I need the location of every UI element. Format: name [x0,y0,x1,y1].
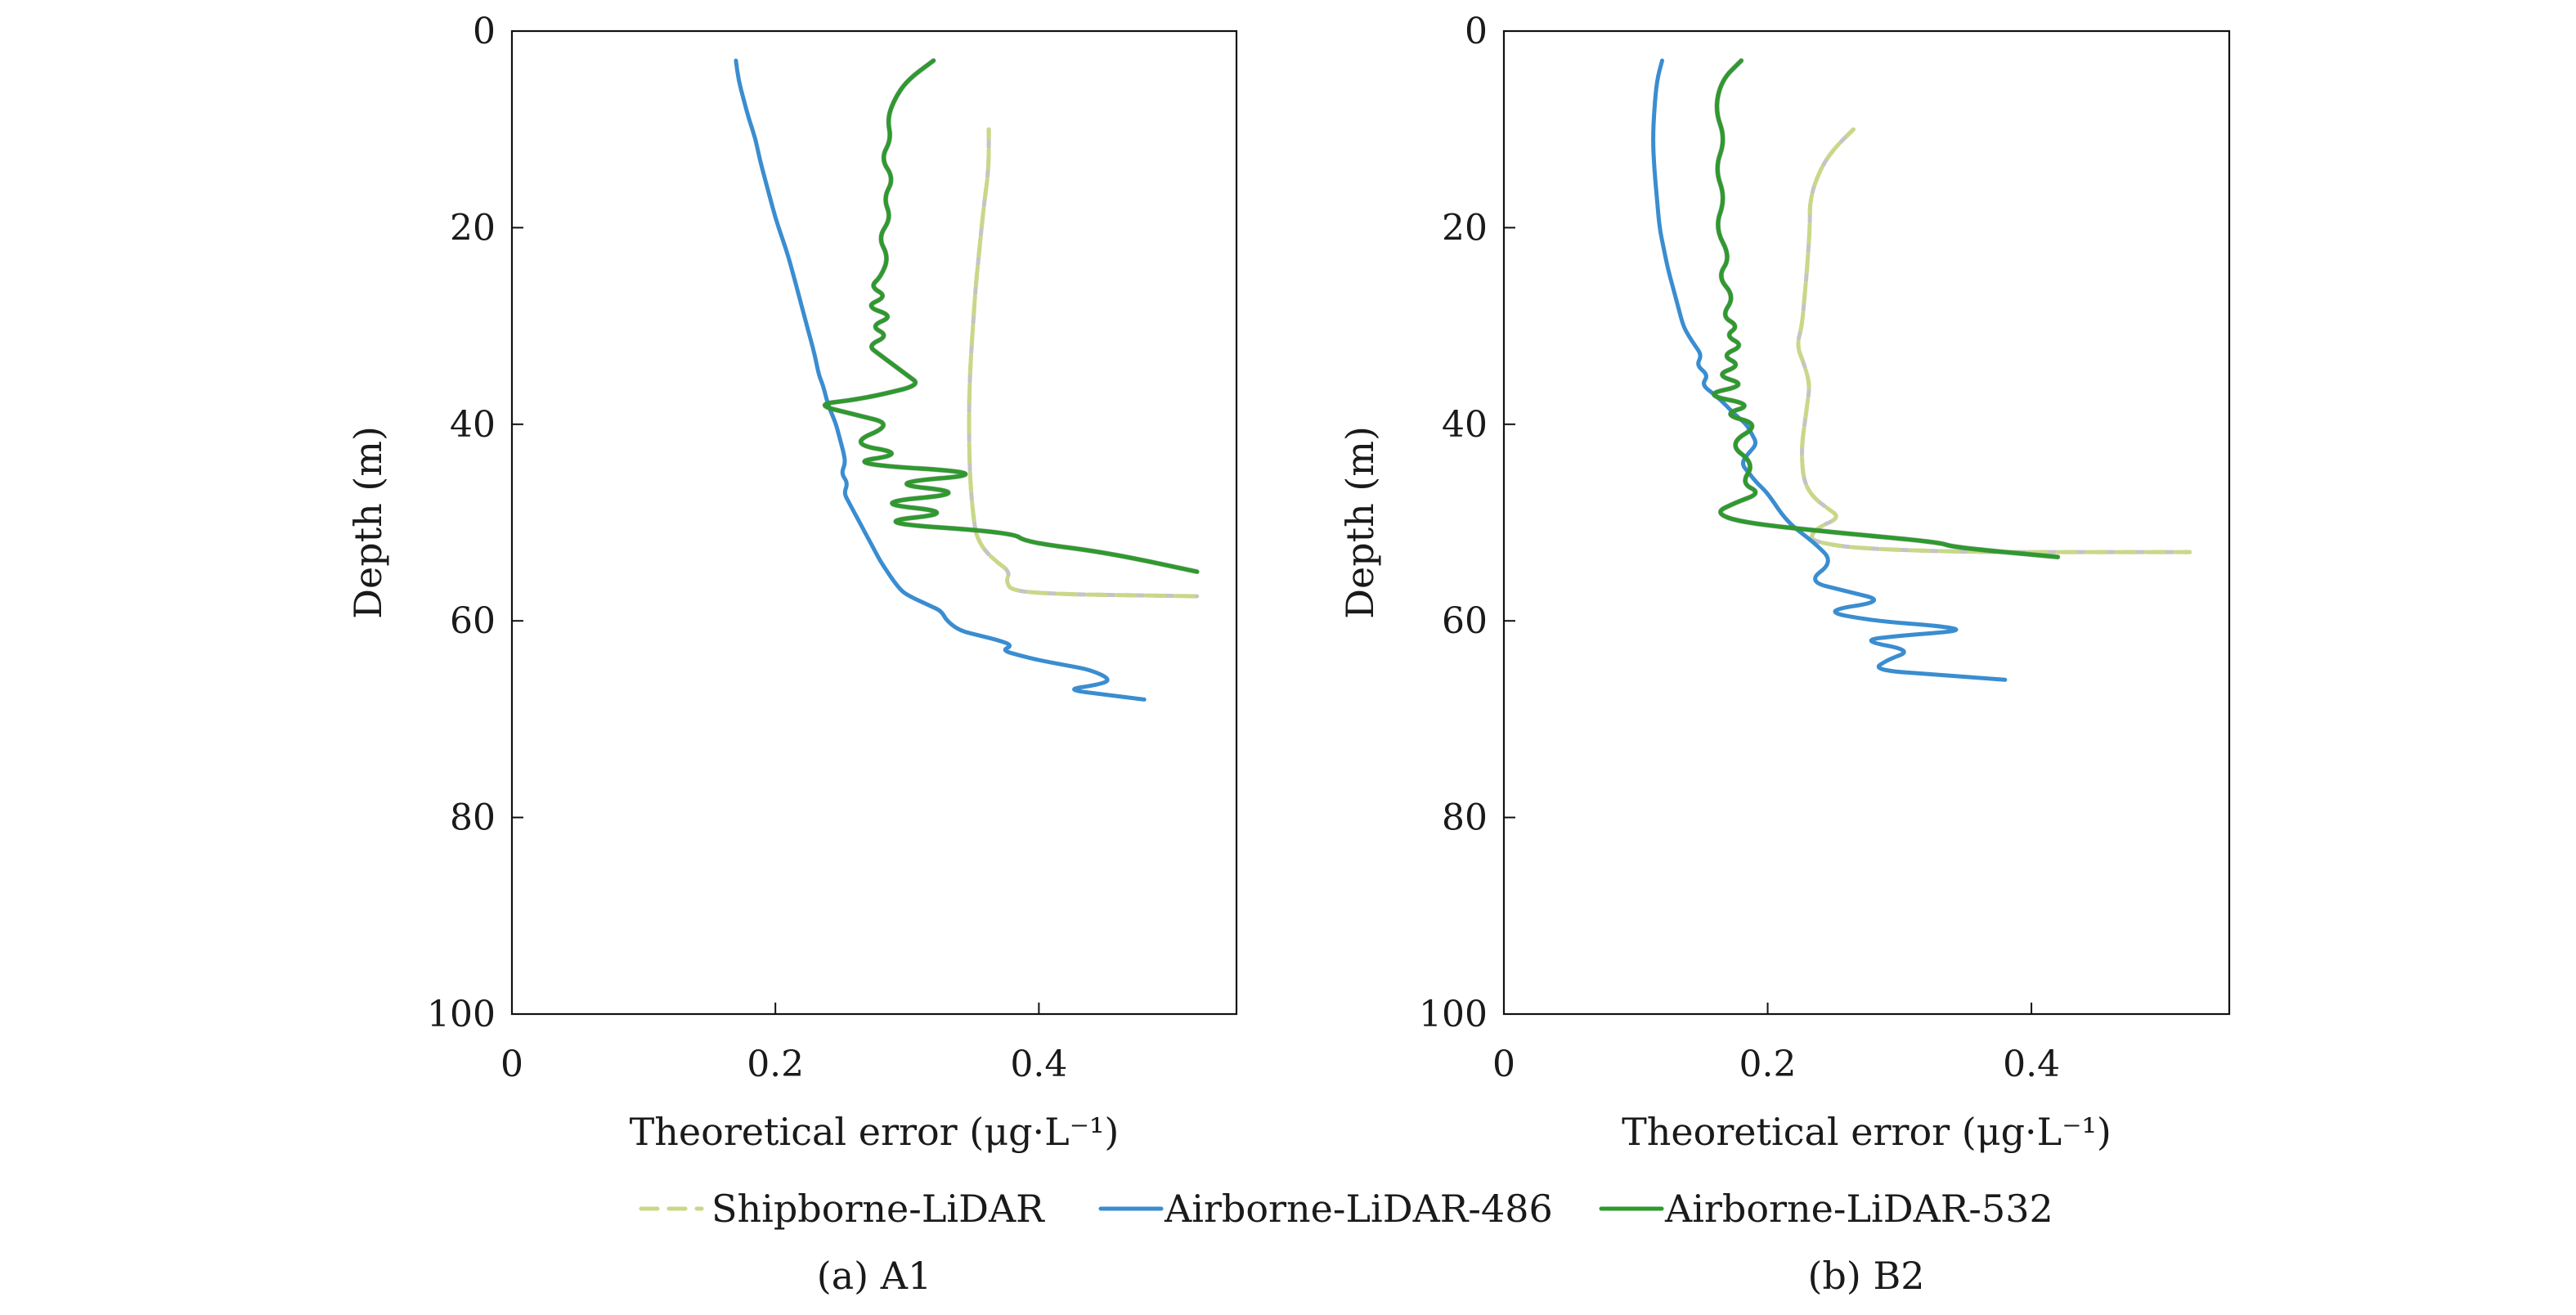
legend-label: Airborne-LiDAR-532 [1664,1187,2053,1231]
y-tick-label: 60 [1442,600,1488,642]
y-tick-label: 0 [1465,11,1488,52]
series-line-airborne-lidar-532 [823,58,1200,574]
panel-caption: (b) B2 [1807,1254,1924,1298]
y-tick-label: 40 [1442,404,1488,446]
y-tick-label: 80 [450,797,496,839]
chart-panel-1: 0 0.2 0.4 0 20 40 60 80 100 Theoretical error (μg… [346,11,1238,1298]
y-tick-label: 60 [450,600,496,642]
series-line-airborne-lidar-532-shadow [1712,58,2061,560]
x-tick-label: 0 [500,1043,523,1085]
plot-frame [1502,29,2231,1016]
y-tick-label: 100 [1419,994,1488,1035]
y-tick-label: 0 [473,11,496,52]
y-axis-label: Depth (m) [346,426,390,619]
series-line-airborne-lidar-486 [1651,58,2008,682]
series-line-airborne-lidar-532-shadow [822,58,1200,575]
series-line-shipborne-lidar [1796,127,2192,554]
series-line-shipborne-lidar-shadow [1796,127,2192,554]
x-tick-label: 0.2 [747,1043,804,1085]
x-tick-label: 0.2 [1739,1043,1797,1085]
y-tick-label: 40 [450,404,496,446]
series-line-airborne-lidar-486 [734,58,1147,702]
x-tick-label: 0.4 [2003,1043,2060,1085]
plot-frame [510,29,1238,1016]
legend: Shipborne-LiDAR Airborne-LiDAR-486 Airborn… [639,1187,2053,1231]
x-axis-label: Theoretical error (μg·L⁻¹) [1622,1110,2112,1154]
legend-item: Shipborne-LiDAR [639,1187,1045,1231]
y-tick-label: 20 [450,207,496,249]
x-tick-label: 0.4 [1010,1043,1067,1085]
legend-label: Airborne-LiDAR-486 [1164,1187,1553,1231]
y-tick-label: 80 [1442,797,1488,839]
y-tick-label: 100 [427,994,496,1035]
chart-panel-2: 0 0.2 0.4 0 20 40 60 80 100 Theoretical error (μg… [1338,11,2231,1298]
series-line-airborne-lidar-532 [1712,58,2060,559]
legend-label: Shipborne-LiDAR [711,1187,1045,1231]
panel-caption: (a) A1 [817,1254,931,1298]
series-line-shipborne-lidar-shadow [967,127,1200,599]
series-line-shipborne-lidar [967,127,1200,599]
x-tick-label: 0 [1492,1043,1515,1085]
legend-item: Airborne-LiDAR-486 [1098,1187,1553,1231]
legend-item: Airborne-LiDAR-532 [1599,1187,2053,1231]
y-axis-label: Depth (m) [1338,426,1382,619]
y-tick-label: 20 [1442,207,1488,249]
x-axis-label: Theoretical error (μg·L⁻¹) [630,1110,1120,1154]
